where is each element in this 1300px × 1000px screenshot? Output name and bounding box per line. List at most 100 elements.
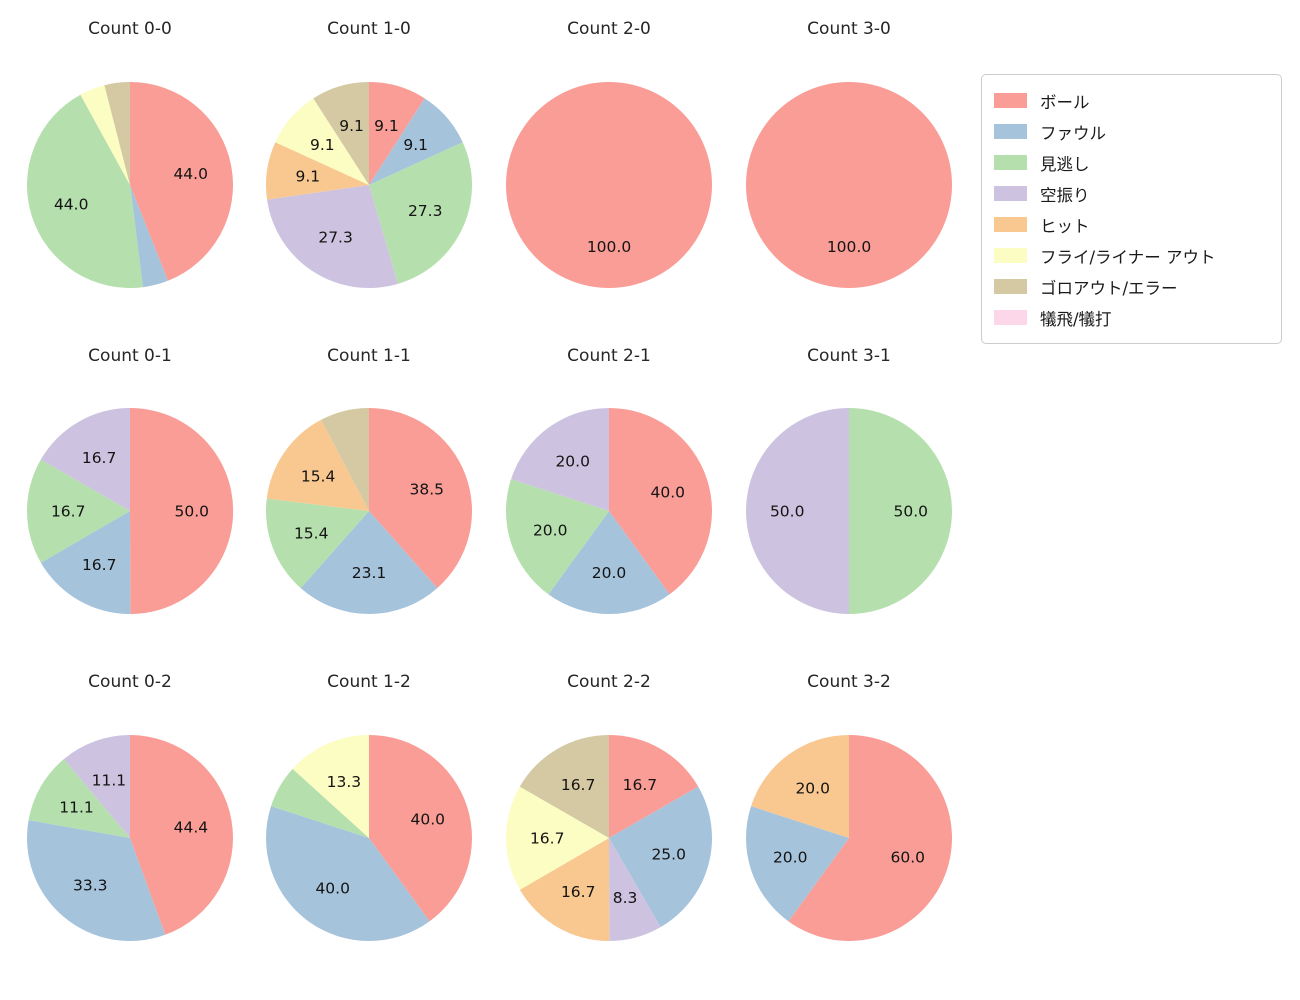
pie-percent-label: 50.0 [770, 502, 805, 520]
pie-percent-label: 20.0 [555, 452, 590, 470]
pie-percent-label: 38.5 [410, 481, 445, 499]
pie-slice [265, 498, 369, 589]
pie-percent-label: 16.7 [561, 883, 596, 901]
pie-slice [27, 459, 130, 563]
pie-percent-label: 20.0 [773, 849, 808, 867]
pie-slice [130, 82, 234, 281]
pie-percent-label: 50.0 [894, 502, 929, 520]
chart-title-count-1-2: Count 1-2 [327, 672, 411, 692]
pie-percent-label: 40.0 [411, 810, 446, 828]
pie-slice [746, 408, 849, 614]
pie-slice [609, 838, 661, 941]
pie-slice [609, 735, 699, 838]
pie-slice [369, 82, 425, 185]
pie-slice [271, 768, 369, 838]
pie-slice [506, 786, 609, 890]
pie-count-0-1: 50.0 16.7 16.7 16.7 [27, 407, 234, 615]
pie-percent-label: 44.0 [173, 165, 208, 183]
pie-slice [130, 407, 234, 614]
pie-slice [26, 820, 166, 942]
pie-percent-label: 11.1 [92, 771, 127, 789]
legend-label: 見逃し [1040, 154, 1090, 174]
pie-slice [519, 735, 609, 838]
pie-count-0-0: 44.0 44.0 [26, 82, 234, 289]
pie-percent-label: 11.1 [59, 799, 94, 817]
pie-percent-label: 100.0 [587, 238, 631, 256]
chart-title-count-3-2: Count 3-2 [807, 672, 891, 692]
pie-percent-label: 9.1 [295, 168, 320, 186]
pie-slice [609, 786, 712, 928]
pie-slice [104, 82, 130, 185]
legend-item: ファウル [994, 116, 1269, 147]
pie-count-3-1: 50.0 50.0 [746, 408, 952, 614]
pie-slice [505, 479, 609, 595]
pie-count-1-1: 38.5 23.1 15.4 15.4 [265, 408, 473, 615]
pie-percent-label: 100.0 [827, 238, 871, 256]
legend-swatch-icon [994, 248, 1027, 263]
pie-slice [292, 735, 369, 838]
chart-title-count-3-1: Count 3-1 [807, 346, 891, 366]
legend-item: ボール [994, 85, 1269, 116]
legend-item: フライ/ライナー アウト [994, 240, 1269, 271]
pie-percent-label: 16.7 [623, 776, 658, 794]
legend-swatch-icon [994, 217, 1027, 232]
legend-item: 犠飛/犠打 [994, 302, 1269, 333]
pie-percent-label: 40.0 [651, 483, 686, 501]
pie-slice [506, 82, 712, 288]
pie-percent-label: 15.4 [294, 524, 329, 542]
pie-percent-label: 60.0 [891, 849, 926, 867]
chart-title-count-1-1: Count 1-1 [327, 346, 411, 366]
pie-percent-label: 16.7 [82, 556, 117, 574]
pie-slice [26, 94, 143, 289]
pie-percent-label: 9.1 [339, 117, 364, 135]
pie-percent-label: 9.1 [374, 117, 399, 135]
legend-swatch-icon [994, 93, 1027, 108]
pie-count-2-2: 16.7 25.0 8.3 16.7 16.7 16.7 [506, 735, 712, 942]
legend-label: ヒット [1040, 216, 1090, 236]
pie-count-1-0: 9.19.127.327.39.19.19.1 [266, 82, 473, 289]
pie-slice [130, 185, 168, 288]
pie-percent-label: 27.3 [408, 202, 443, 220]
pie-count-2-1: 40.0 20.0 20.0 20.0 [505, 408, 712, 614]
legend-label: 空振り [1040, 185, 1090, 205]
pie-percent-label: 16.7 [51, 503, 86, 521]
pie-count-3-0: 100.0 [746, 82, 952, 288]
pie-percent-label: 20.0 [592, 564, 627, 582]
chart-title-count-0-2: Count 0-2 [88, 672, 172, 692]
pie-slice [369, 98, 463, 185]
pie-percent-label: 15.4 [301, 467, 336, 485]
pie-slice [275, 98, 369, 185]
pie-percent-label: 27.3 [318, 228, 353, 246]
legend: ボール ファウル 見逃し 空振り ヒット フライ/ライナー アウト ゴロアウト/エラー 犠飛/… [981, 74, 1282, 344]
pie-percent-label: 20.0 [795, 779, 830, 797]
pie-percent-label: 9.1 [403, 136, 428, 154]
pie-slice [369, 408, 473, 589]
pie-slice [369, 735, 472, 922]
pie-count-1-2: 40.0 40.0 13.3 [265, 735, 472, 942]
pie-percent-label: 8.3 [613, 889, 638, 907]
pie-slice [40, 511, 131, 615]
legend-swatch-icon [994, 155, 1027, 170]
pie-percent-label: 50.0 [175, 502, 210, 520]
pie-slice [265, 806, 430, 942]
pie-percent-label: 9.1 [310, 136, 335, 154]
pie-count-0-2: 44.4 33.3 11.1 11.1 [26, 735, 234, 942]
chart-title-count-0-1: Count 0-1 [88, 346, 172, 366]
pie-slice [266, 142, 369, 200]
pie-percent-label: 16.7 [82, 449, 117, 467]
legend-item: ヒット [994, 209, 1269, 240]
pie-slice [80, 85, 130, 185]
pie-slice [519, 838, 610, 942]
legend-label: フライ/ライナー アウト [1040, 247, 1216, 267]
pie-slice [267, 185, 399, 289]
chart-title-count-2-0: Count 2-0 [567, 19, 651, 39]
pie-percent-label: 25.0 [651, 845, 686, 863]
pie-slice [511, 408, 609, 511]
pie-slice [751, 735, 849, 838]
legend-label: 犠飛/犠打 [1040, 309, 1112, 329]
pie-percent-label: 20.0 [533, 522, 568, 540]
pie-slice [548, 511, 670, 614]
pie-percent-label: 16.7 [530, 830, 565, 848]
legend-swatch-icon [994, 279, 1027, 294]
